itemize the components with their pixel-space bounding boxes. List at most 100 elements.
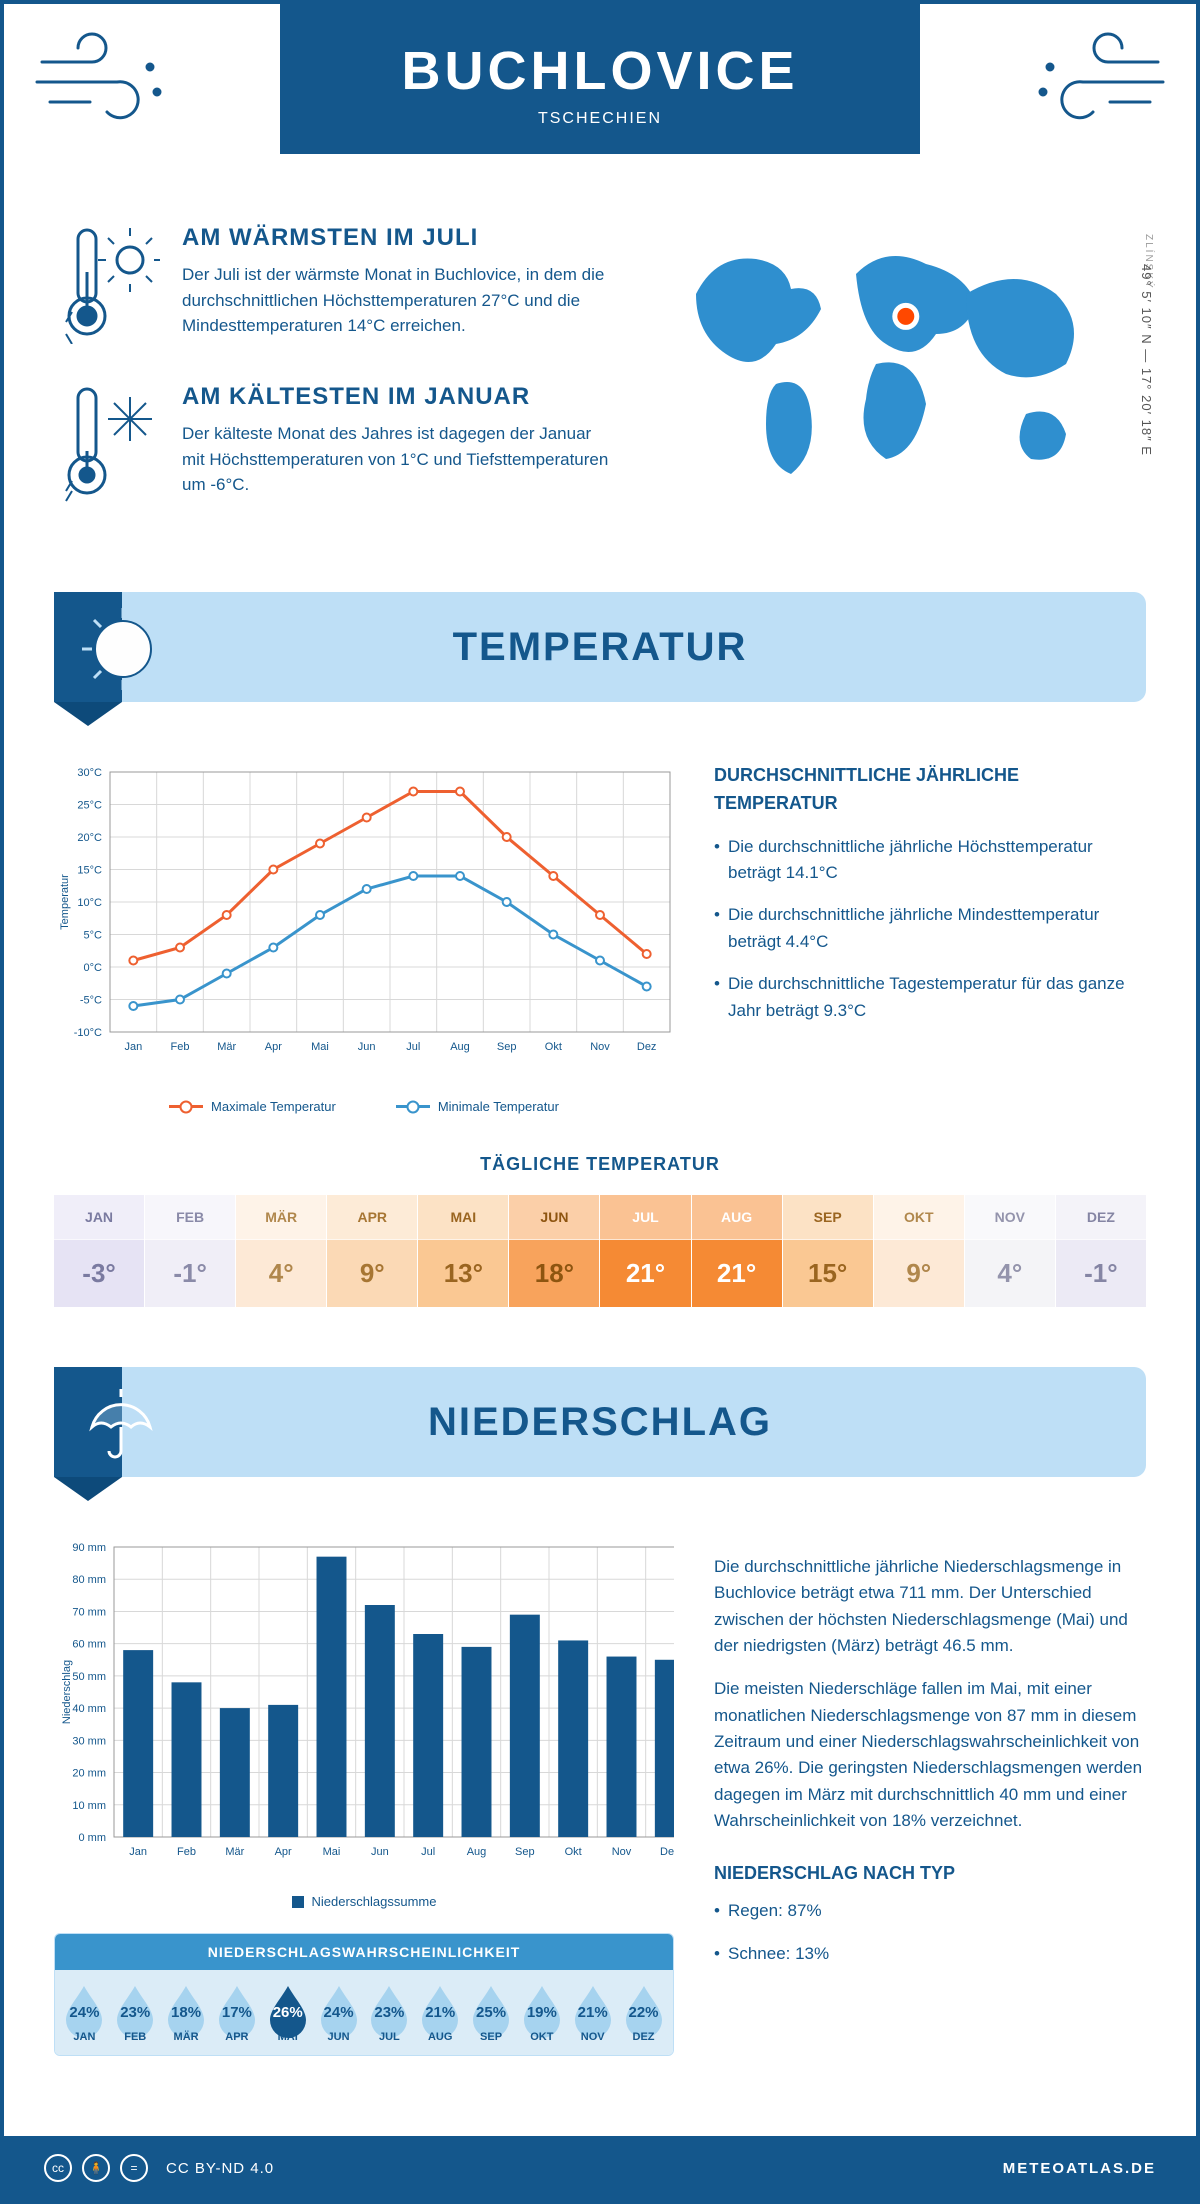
avg-temp-item: Die durchschnittliche jährliche Höchstte…	[714, 834, 1146, 887]
svg-text:Mai: Mai	[311, 1041, 329, 1053]
precip-type-title: NIEDERSCHLAG NACH TYP	[714, 1860, 1146, 1888]
daily-temperature-strip: JAN-3°FEB-1°MÄR4°APR9°MAI13°JUN18°JUL21°…	[54, 1195, 1146, 1307]
probability-drop: 17%APR	[211, 1982, 262, 2043]
precip-probability-panel: NIEDERSCHLAGSWAHRSCHEINLICHKEIT 24%JAN 23…	[54, 1933, 674, 2056]
precip-body: 0 mm10 mm20 mm30 mm40 mm50 mm60 mm70 mm8…	[54, 1537, 1146, 2056]
temperature-text: DURCHSCHNITTLICHE JÄHRLICHE TEMPERATUR D…	[714, 762, 1146, 1114]
svg-text:15°C: 15°C	[77, 865, 102, 877]
svg-text:Apr: Apr	[265, 1041, 282, 1053]
coordinates: 49° 5′ 10″ N — 17° 20′ 18″ E	[1139, 264, 1154, 456]
probability-drop: 21%AUG	[415, 1982, 466, 2043]
header: BUCHLOVICE TSCHECHIEN	[4, 4, 1196, 224]
svg-text:Nov: Nov	[590, 1041, 610, 1053]
svg-text:Sep: Sep	[515, 1846, 535, 1858]
precip-legend: Niederschlagssumme	[54, 1894, 674, 1909]
wind-icon	[1028, 32, 1168, 137]
svg-text:80 mm: 80 mm	[72, 1574, 106, 1586]
brand-text: METEOATLAS.DE	[1003, 2160, 1156, 2177]
svg-text:Jan: Jan	[129, 1846, 147, 1858]
precip-text: Die durchschnittliche jährliche Niedersc…	[714, 1537, 1146, 2056]
svg-text:70 mm: 70 mm	[72, 1606, 106, 1618]
svg-text:Okt: Okt	[565, 1846, 582, 1858]
daily-temp-cell: NOV4°	[965, 1195, 1056, 1307]
precip-paragraph-2: Die meisten Niederschläge fallen im Mai,…	[714, 1676, 1146, 1834]
svg-text:90 mm: 90 mm	[72, 1542, 106, 1554]
daily-temp-cell: JUN18°	[509, 1195, 600, 1307]
precip-type-item: Schnee: 13%	[714, 1941, 1146, 1967]
daily-temp-cell: FEB-1°	[145, 1195, 236, 1307]
daily-temp-cell: JUL21°	[600, 1195, 691, 1307]
svg-text:10°C: 10°C	[77, 897, 102, 909]
infographic-page: BUCHLOVICE TSCHECHIEN AM WÄRMSTEN IM JUL…	[0, 0, 1200, 2204]
svg-text:20 mm: 20 mm	[72, 1768, 106, 1780]
probability-drop: 26%MAI	[262, 1982, 313, 2043]
avg-temp-item: Die durchschnittliche jährliche Mindestt…	[714, 902, 1146, 955]
city-name: BUCHLOVICE	[280, 40, 920, 102]
precip-type-list: Regen: 87%Schnee: 13%	[714, 1898, 1146, 1967]
svg-text:Aug: Aug	[450, 1041, 470, 1053]
avg-temp-list: Die durchschnittliche jährliche Höchstte…	[714, 834, 1146, 1024]
coldest-text: Der kälteste Monat des Jahres ist dagege…	[182, 421, 612, 498]
temperature-legend: Maximale Temperatur Minimale Temperatur	[54, 1099, 674, 1114]
temperature-line-chart: -10°C-5°C0°C5°C10°C15°C20°C25°C30°CJanFe…	[54, 762, 674, 1082]
umbrella-icon	[80, 1381, 162, 1468]
daily-temp-cell: MAI13°	[418, 1195, 509, 1307]
svg-text:30°C: 30°C	[77, 767, 102, 779]
probability-drop: 21%NOV	[567, 1982, 618, 2043]
probability-drop: 24%JAN	[59, 1982, 110, 2043]
svg-text:30 mm: 30 mm	[72, 1735, 106, 1747]
daily-temp-cell: APR9°	[327, 1195, 418, 1307]
thermometer-sun-icon	[64, 224, 160, 349]
svg-text:Feb: Feb	[177, 1846, 196, 1858]
svg-text:-10°C: -10°C	[74, 1027, 102, 1039]
warmest-text: Der Juli ist der wärmste Monat in Buchlo…	[182, 262, 612, 339]
svg-text:Feb: Feb	[171, 1041, 190, 1053]
svg-text:0°C: 0°C	[84, 962, 103, 974]
footer: cc 🧍 = CC BY-ND 4.0 METEOATLAS.DE	[4, 2136, 1196, 2200]
daily-temp-cell: OKT9°	[874, 1195, 965, 1307]
legend-min: Minimale Temperatur	[438, 1099, 559, 1114]
precip-chart-column: 0 mm10 mm20 mm30 mm40 mm50 mm60 mm70 mm8…	[54, 1537, 674, 2056]
probability-drop: 23%JUL	[364, 1982, 415, 2043]
coldest-block: AM KÄLTESTEN IM JANUAR Der kälteste Mona…	[64, 383, 626, 508]
country-name: TSCHECHIEN	[280, 110, 920, 128]
svg-text:Dez: Dez	[637, 1041, 657, 1053]
svg-text:Aug: Aug	[467, 1846, 487, 1858]
nd-icon: =	[120, 2154, 148, 2182]
svg-text:10 mm: 10 mm	[72, 1800, 106, 1812]
coldest-title: AM KÄLTESTEN IM JANUAR	[182, 383, 612, 411]
avg-temp-title: DURCHSCHNITTLICHE JÄHRLICHE TEMPERATUR	[714, 762, 1146, 818]
svg-text:Jul: Jul	[421, 1846, 435, 1858]
intro-text-column: AM WÄRMSTEN IM JULI Der Juli ist der wär…	[64, 224, 626, 542]
daily-temp-cell: SEP15°	[783, 1195, 874, 1307]
probability-drop: 19%OKT	[516, 1982, 567, 2043]
precip-bar-chart: 0 mm10 mm20 mm30 mm40 mm50 mm60 mm70 mm8…	[54, 1537, 674, 1877]
sun-icon	[80, 606, 166, 697]
svg-text:5°C: 5°C	[84, 930, 103, 942]
temperature-banner: TEMPERATUR	[54, 592, 1146, 702]
svg-text:Jun: Jun	[371, 1846, 389, 1858]
probability-drop: 22%DEZ	[618, 1982, 669, 2043]
daily-temp-title: TÄGLICHE TEMPERATUR	[4, 1154, 1196, 1175]
svg-text:Niederschlag: Niederschlag	[61, 1660, 73, 1724]
svg-text:Okt: Okt	[545, 1041, 562, 1053]
svg-text:Temperatur: Temperatur	[59, 874, 71, 930]
probability-drop: 24%JUN	[313, 1982, 364, 2043]
cc-icon: cc	[44, 2154, 72, 2182]
svg-text:Dez: Dez	[660, 1846, 674, 1858]
license-block: cc 🧍 = CC BY-ND 4.0	[44, 2154, 274, 2182]
world-map-svg	[666, 224, 1106, 504]
legend-max: Maximale Temperatur	[211, 1099, 336, 1114]
world-map: ZLÍNSKÝ 49° 5′ 10″ N — 17° 20′ 18″ E	[666, 224, 1136, 542]
intro-section: AM WÄRMSTEN IM JULI Der Juli ist der wär…	[4, 224, 1196, 582]
temperature-body: -10°C-5°C0°C5°C10°C15°C20°C25°C30°CJanFe…	[54, 762, 1146, 1114]
svg-text:Mär: Mär	[225, 1846, 244, 1858]
license-text: CC BY-ND 4.0	[166, 2160, 274, 2177]
daily-temp-cell: MÄR4°	[236, 1195, 327, 1307]
svg-text:Jan: Jan	[124, 1041, 142, 1053]
svg-text:Apr: Apr	[275, 1846, 292, 1858]
prob-title: NIEDERSCHLAGSWAHRSCHEINLICHKEIT	[55, 1934, 673, 1970]
daily-temp-cell: JAN-3°	[54, 1195, 145, 1307]
svg-text:Mär: Mär	[217, 1041, 236, 1053]
svg-text:-5°C: -5°C	[80, 995, 102, 1007]
